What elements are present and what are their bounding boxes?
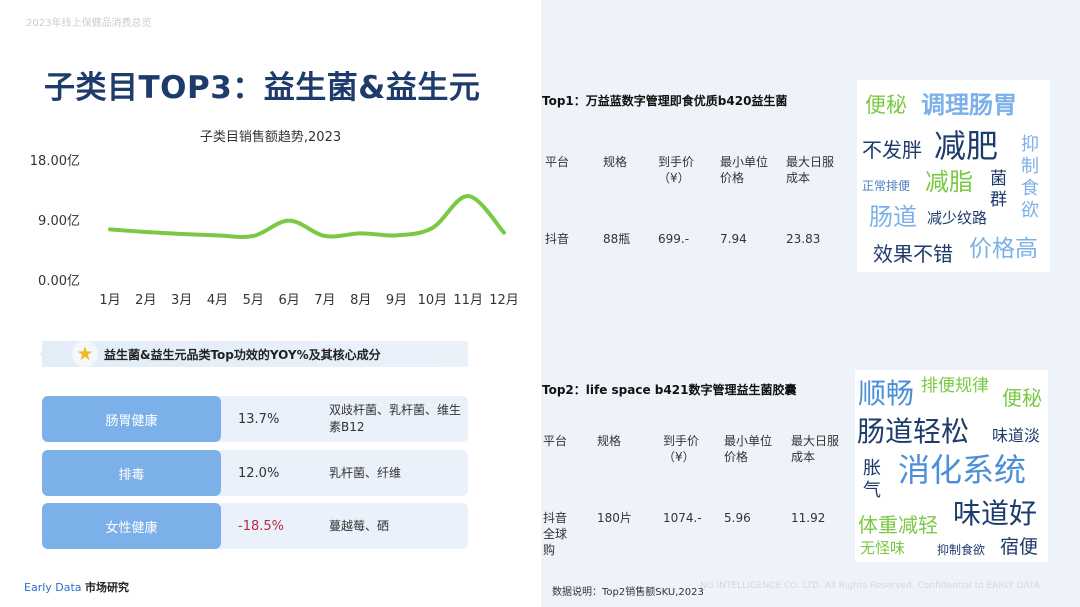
copyright-text: NG INTELLIGENCE CO. LTD. All Rights Rese… [700,581,1040,591]
x-tick-label: 12月 [489,293,519,308]
x-tick-label: 3月 [171,293,192,308]
cloud-word: 抑制食欲 [937,543,986,557]
table-header: 最大日服成本 [791,434,840,464]
table-header: 平台 [543,434,568,448]
data-note: 数据说明：Top2销售额SKU,2023 [552,587,704,598]
star-icon: ★ [72,341,98,367]
x-tick-label: 1月 [99,293,120,308]
sales-trend-line [108,194,506,239]
x-tick-label: 6月 [278,293,299,308]
efficacy-banner [42,341,468,367]
product-title: Top2：life space b421数字管理益生菌胶囊 [542,383,797,397]
table-header: 规格 [603,155,628,169]
x-tick-label: 8月 [350,293,371,308]
cloud-word: 体重减轻 [858,513,938,537]
x-tick-label: 10月 [418,293,448,308]
page-title: 子类目TOP3：益生菌&益生元 [44,70,481,106]
table-cell: 699.- [658,232,690,246]
cloud-word: 无怪味 [860,539,906,557]
table-cell: 7.94 [720,232,747,246]
header-note: 2023年线上保健品消费总览 [26,18,152,29]
efficacy-label: 排毒 [42,450,221,496]
efficacy-ingredients: 乳杆菌、纤维 [329,465,402,480]
cloud-word: 减肥 [934,127,999,165]
brand-name: Early Data [24,581,82,594]
cloud-word: 便秘 [865,93,907,117]
efficacy-yoy: 12.0% [238,465,280,481]
cloud-word: 抑制食欲 [1021,134,1039,221]
x-tick-label: 9月 [386,293,407,308]
table-cell: 88瓶 [603,232,631,246]
efficacy-ingredients: 双歧杆菌、乳杆菌、维生素B12 [329,403,462,434]
cloud-word: 宿便 [1000,536,1039,558]
product-title: Top1：万益蓝数字管理即食优质b420益生菌 [542,94,788,108]
cloud-word: 消化系统 [898,451,1027,489]
chart-title: 子类目销售额趋势,2023 [199,130,342,145]
table-cell: 5.96 [724,511,751,525]
y-tick-label: 0.00亿 [38,274,80,289]
footer-logo: Early Data 市场研究 [24,579,129,595]
table-cell: 180片 [597,511,632,525]
x-tick-label: 11月 [453,293,483,308]
cloud-word: 正常排便 [862,179,911,193]
efficacy-yoy: 13.7% [238,411,280,427]
cloud-word: 效果不错 [873,242,953,266]
x-tick-label: 4月 [207,293,228,308]
cloud-word: 顺畅 [858,377,915,410]
table-cell: 1074.- [663,511,702,525]
efficacy-row: 排毒 12.0% 乳杆菌、纤维 [42,450,468,496]
table-cell: 11.92 [791,511,826,525]
cloud-word: 不发胖 [862,138,922,162]
cloud-word: 味道好 [953,497,1038,530]
word-cloud: 顺畅 排便规律 便秘 肠道轻松 味道淡 胀气 消化系统 体重减轻 味道好 无怪味… [855,370,1048,562]
table-header: 最大日服成本 [786,155,835,185]
efficacy-label: 女性健康 [42,503,221,549]
sales-trend-chart: 18.00亿 9.00亿 0.00亿 1月 2月 3月 4月 5月 6月 7月 8月 9月 10月 11月… [30,154,519,308]
cloud-word: 调理肠胃 [921,91,1017,119]
table-header: 最小单位价格 [720,155,769,185]
y-tick-label: 18.00亿 [30,154,80,169]
cloud-word: 减脂 [925,168,973,196]
x-tick-label: 5月 [243,293,264,308]
table-header: 到手价（¥） [663,434,700,464]
cloud-word: 菌群 [990,169,1007,210]
efficacy-yoy: -18.5% [238,518,284,534]
efficacy-ingredients: 蔓越莓、硒 [329,518,390,533]
efficacy-label: 肠胃健康 [42,396,221,442]
cloud-word: 胀气 [863,458,881,501]
y-tick-label: 9.00亿 [38,214,80,229]
cloud-word: 肠道 [869,203,917,231]
x-tick-label: 7月 [314,293,335,308]
brand-cn: 市场研究 [85,581,130,594]
table-header: 规格 [597,434,622,448]
x-tick-label: 2月 [135,293,156,308]
cloud-word: 便秘 [1002,386,1042,410]
table-header: 到手价（¥） [658,155,695,185]
cloud-word: 价格高 [969,236,1038,262]
efficacy-banner-text: 益生菌&益生元品类Top功效的YOY%及其核心成分 [104,348,381,362]
table-cell: 抖音 [545,232,570,246]
table-header: 最小单位价格 [724,434,773,464]
efficacy-row: 女性健康 -18.5% 蔓越莓、硒 [42,503,468,549]
cloud-word: 肠道轻松 [857,415,970,448]
cloud-word: 排便规律 [921,376,989,396]
cloud-word: 味道淡 [992,426,1041,445]
table-cell: 23.83 [786,232,821,246]
cloud-word: 减少纹路 [927,209,988,227]
efficacy-row: 肠胃健康 13.7% 双歧杆菌、乳杆菌、维生素B12 [42,396,468,442]
word-cloud: 便秘 调理肠胃 不发胖 减肥 抑制食欲 正常排便 减脂 菌群 肠道 减少纹路 效… [857,80,1050,272]
table-header: 平台 [545,155,570,169]
table-cell: 抖音全球购 [543,511,568,557]
